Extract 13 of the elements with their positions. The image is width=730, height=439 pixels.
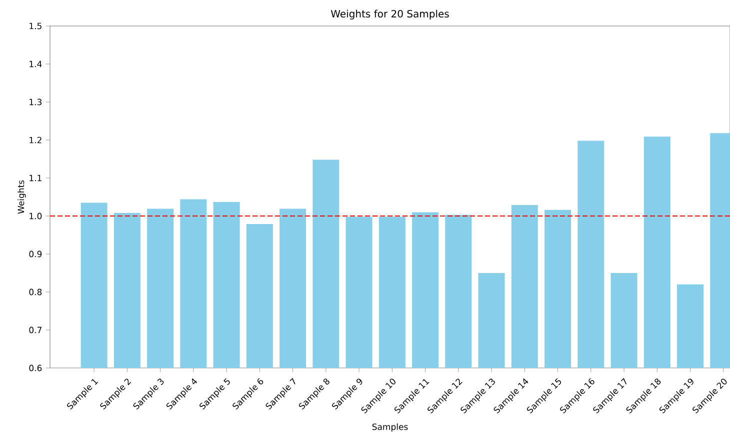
x-axis-title: Samples xyxy=(372,423,408,432)
y-tick-label: 1.1 xyxy=(30,174,42,182)
y-tick-label: 0.8 xyxy=(29,288,42,296)
y-tick-label: 1.3 xyxy=(30,98,42,106)
chart-title: Weights for 20 Samples xyxy=(330,10,449,20)
y-tick-label: 0.9 xyxy=(29,250,42,258)
y-tick-label: 1.4 xyxy=(30,60,42,68)
y-axis-title: Weights xyxy=(18,180,26,214)
y-tick-label: 0.7 xyxy=(29,326,42,334)
y-tick-label: 0.6 xyxy=(29,364,42,372)
y-tick-label: 1.2 xyxy=(30,136,42,144)
y-tick-label: 1.5 xyxy=(30,22,42,30)
y-tick-label: 1.0 xyxy=(30,212,42,220)
